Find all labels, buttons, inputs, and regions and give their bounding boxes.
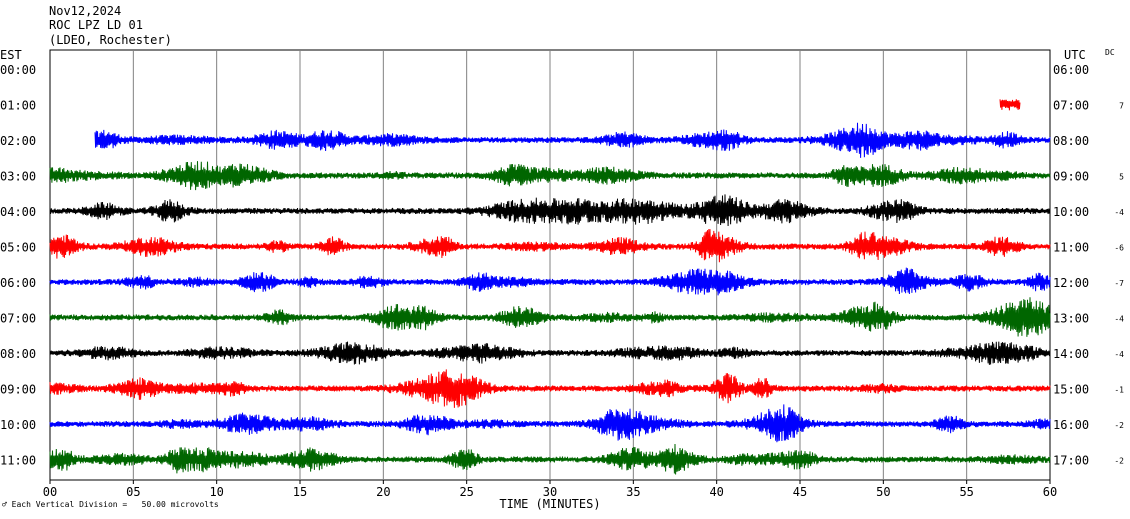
dc-offset-label: 7 bbox=[1119, 102, 1124, 111]
x-tick-label: 60 bbox=[1043, 485, 1057, 499]
station-label: ROC LPZ LD 01 bbox=[49, 18, 143, 32]
x-tick-label: 55 bbox=[959, 485, 973, 499]
utc-hour-label: 15:00 bbox=[1053, 383, 1089, 397]
seismic-trace bbox=[999, 99, 1021, 111]
est-hour-label: 03:00 bbox=[0, 170, 36, 184]
est-hour-label: 09:00 bbox=[0, 383, 36, 397]
date-label: Nov12,2024 bbox=[49, 4, 122, 18]
seismic-trace bbox=[49, 267, 1051, 296]
dc-offset-label: -6 bbox=[1114, 244, 1124, 253]
x-tick-label: 15 bbox=[293, 485, 307, 499]
dc-offset-label: -7 bbox=[1114, 279, 1124, 288]
seismic-trace bbox=[49, 297, 1051, 337]
dc-offset-label: -4 bbox=[1114, 208, 1124, 217]
x-tick-label: 10 bbox=[209, 485, 223, 499]
right-timezone-label: UTC bbox=[1064, 48, 1086, 62]
dc-offset-label: 5 bbox=[1119, 173, 1124, 182]
x-tick-label: 20 bbox=[376, 485, 390, 499]
utc-hour-label: 13:00 bbox=[1053, 312, 1089, 326]
x-tick-label: 30 bbox=[543, 485, 557, 499]
left-timezone-label: EST bbox=[0, 48, 22, 62]
dc-offset-label: -4 bbox=[1114, 350, 1124, 359]
seismic-trace bbox=[49, 341, 1051, 365]
est-hour-label: 08:00 bbox=[0, 347, 36, 361]
seismic-trace bbox=[49, 443, 1051, 475]
utc-hour-label: 11:00 bbox=[1053, 241, 1089, 255]
utc-hour-label: 06:00 bbox=[1053, 63, 1089, 77]
x-tick-label: 05 bbox=[126, 485, 140, 499]
seismic-trace bbox=[49, 404, 1051, 443]
footer-scale-text: Each Vertical Division = 50.00 microvolt… bbox=[11, 500, 219, 509]
est-hour-label: 01:00 bbox=[0, 99, 36, 113]
x-tick-label: 45 bbox=[793, 485, 807, 499]
utc-hour-label: 12:00 bbox=[1053, 276, 1089, 290]
est-hour-label: 02:00 bbox=[0, 134, 36, 148]
x-tick-label: 25 bbox=[459, 485, 473, 499]
dc-offset-label: -1 bbox=[1114, 386, 1124, 395]
footer-scale-note: ♂ Each Vertical Division = 50.00 microvo… bbox=[2, 500, 219, 509]
x-tick-label: 50 bbox=[876, 485, 890, 499]
utc-hour-label: 07:00 bbox=[1053, 99, 1089, 113]
utc-hour-label: 10:00 bbox=[1053, 205, 1089, 219]
est-hour-label: 00:00 bbox=[0, 63, 36, 77]
dc-offset-label: -4 bbox=[1114, 315, 1124, 324]
x-axis-label: TIME (MINUTES) bbox=[499, 497, 600, 511]
est-hour-label: 11:00 bbox=[0, 454, 36, 468]
seismic-trace bbox=[49, 194, 1051, 227]
dc-header-label: DC bbox=[1105, 48, 1115, 57]
utc-hour-label: 16:00 bbox=[1053, 418, 1089, 432]
seismic-trace bbox=[49, 229, 1051, 263]
est-hour-label: 05:00 bbox=[0, 241, 36, 255]
seismic-trace bbox=[49, 369, 1051, 408]
seismic-trace bbox=[49, 161, 1051, 191]
seismic-trace bbox=[94, 122, 1051, 158]
est-hour-label: 10:00 bbox=[0, 418, 36, 432]
utc-hour-label: 17:00 bbox=[1053, 454, 1089, 468]
x-tick-label: 40 bbox=[709, 485, 723, 499]
dc-offset-label: -2 bbox=[1114, 457, 1124, 466]
utc-hour-label: 08:00 bbox=[1053, 134, 1089, 148]
dc-offset-label: -2 bbox=[1114, 421, 1124, 430]
x-tick-label: 35 bbox=[626, 485, 640, 499]
network-label: (LDEO, Rochester) bbox=[49, 33, 172, 47]
est-hour-label: 04:00 bbox=[0, 205, 36, 219]
est-hour-label: 06:00 bbox=[0, 276, 36, 290]
x-tick-label: 00 bbox=[43, 485, 57, 499]
utc-hour-label: 14:00 bbox=[1053, 347, 1089, 361]
utc-hour-label: 09:00 bbox=[1053, 170, 1089, 184]
est-hour-label: 07:00 bbox=[0, 312, 36, 326]
